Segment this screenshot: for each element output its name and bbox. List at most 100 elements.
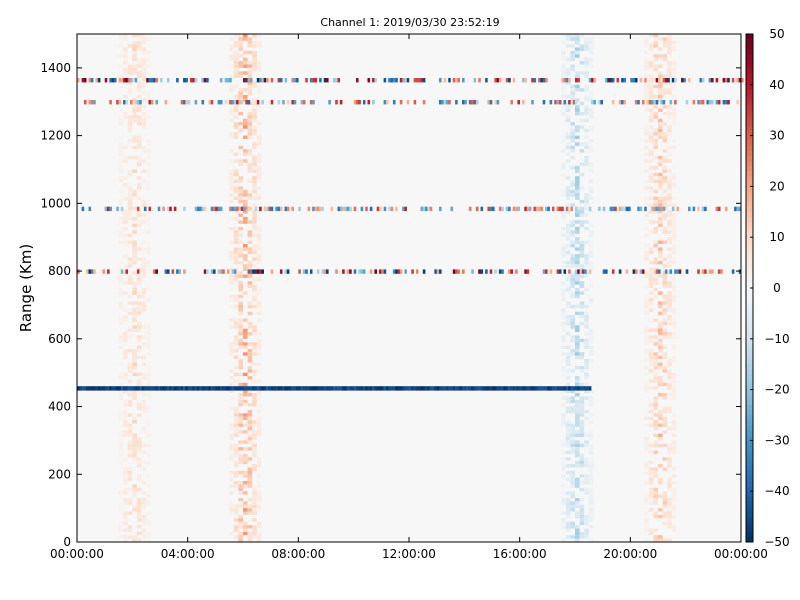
- heatmap-cell: [531, 386, 534, 391]
- heatmap-cell: [667, 159, 672, 163]
- heatmap-cell: [558, 386, 562, 391]
- heatmap-cell: [575, 50, 580, 55]
- heatmap-cell: [194, 100, 198, 105]
- heatmap-cell: [671, 420, 677, 424]
- heatmap-cell: [229, 179, 234, 183]
- heatmap-cell: [664, 78, 668, 83]
- heatmap-cell: [528, 206, 532, 212]
- heatmap-cell: [644, 67, 649, 72]
- heatmap-cell: [644, 40, 649, 45]
- heatmap-cell: [81, 206, 85, 212]
- heatmap-cell: [575, 281, 580, 285]
- heatmap-cell: [238, 179, 243, 183]
- heatmap-cell: [256, 172, 262, 177]
- heatmap-cell: [644, 186, 649, 190]
- heatmap-cell: [579, 443, 585, 448]
- heatmap-cell: [667, 301, 672, 305]
- heatmap-cell: [517, 386, 520, 391]
- heatmap-cell: [662, 321, 668, 326]
- heatmap-cell: [565, 362, 571, 366]
- heatmap-cell: [118, 78, 122, 83]
- heatmap-cell: [667, 284, 672, 288]
- heatmap-cell: [141, 67, 147, 72]
- heatmap-cell: [653, 227, 658, 231]
- heatmap-cell: [667, 34, 672, 38]
- heatmap-cell: [614, 206, 617, 212]
- heatmap-cell: [565, 44, 571, 48]
- heatmap-cell: [482, 386, 486, 391]
- heatmap-cell: [238, 162, 243, 167]
- heatmap-cell: [575, 84, 580, 89]
- heatmap-cell: [183, 100, 186, 105]
- colorbar-segment: [746, 125, 753, 131]
- heatmap-cell: [561, 216, 566, 221]
- heatmap-cell: [127, 281, 133, 285]
- heatmap-cell: [644, 386, 649, 390]
- heatmap-cell: [715, 100, 719, 105]
- heatmap-cell: [510, 100, 513, 105]
- heatmap-cell: [575, 264, 580, 268]
- heatmap-cell: [146, 491, 151, 495]
- heatmap-cell: [667, 426, 672, 431]
- heatmap-cell: [141, 179, 147, 183]
- heatmap-cell: [79, 386, 82, 391]
- heatmap-cell: [229, 294, 234, 299]
- heatmap-cell: [561, 420, 566, 424]
- heatmap-cell: [256, 426, 262, 431]
- heatmap-cell: [588, 525, 594, 529]
- heatmap-cell: [132, 111, 137, 116]
- heatmap-cell: [136, 338, 142, 343]
- heatmap-cell: [93, 386, 96, 391]
- heatmap-cell: [579, 247, 585, 251]
- heatmap-cell: [123, 78, 126, 83]
- heatmap-cell: [123, 498, 128, 502]
- heatmap-cell: [671, 386, 677, 390]
- heatmap-cell: [146, 288, 151, 292]
- heatmap-cell: [233, 50, 239, 55]
- heatmap-cell: [238, 423, 243, 427]
- heatmap-cell: [584, 443, 589, 448]
- heatmap-cell: [588, 260, 594, 265]
- heatmap-cell: [238, 382, 243, 387]
- heatmap-cell: [136, 304, 142, 309]
- colorbar-segment: [746, 227, 753, 233]
- heatmap-cell: [720, 269, 723, 274]
- heatmap-cell: [349, 386, 352, 391]
- heatmap-cell: [658, 514, 663, 519]
- heatmap-cell: [127, 501, 133, 505]
- heatmap-cell: [298, 269, 301, 274]
- heatmap-cell: [141, 335, 147, 339]
- heatmap-cell: [565, 284, 571, 288]
- heatmap-cell: [708, 78, 712, 83]
- heatmap-cell: [648, 220, 654, 224]
- heatmap-cell: [123, 318, 128, 322]
- heatmap-cell: [662, 308, 668, 312]
- heatmap-cell: [648, 531, 654, 536]
- heatmap-cell: [565, 440, 571, 444]
- heatmap-cell: [570, 450, 575, 454]
- heatmap-cell: [123, 196, 128, 200]
- heatmap-cell: [247, 413, 253, 417]
- heatmap-cell: [252, 61, 257, 65]
- heatmap-cell: [575, 420, 580, 424]
- heatmap-cell: [699, 100, 703, 105]
- heatmap-cell: [565, 491, 571, 495]
- heatmap-cell: [572, 100, 576, 105]
- heatmap-cell: [570, 464, 575, 468]
- heatmap-cell: [136, 372, 142, 377]
- heatmap-cell: [588, 57, 594, 62]
- heatmap-cell: [208, 100, 211, 105]
- heatmap-cell: [136, 504, 142, 509]
- colorbar-segment: [746, 308, 753, 314]
- heatmap-cell: [141, 498, 147, 502]
- heatmap-cell: [662, 420, 668, 424]
- heatmap-cell: [238, 359, 243, 363]
- heatmap-cell: [118, 230, 124, 234]
- heatmap-cell: [540, 386, 543, 391]
- heatmap-cell: [132, 64, 137, 68]
- heatmap-cell: [658, 433, 663, 437]
- heatmap-cell: [217, 206, 221, 212]
- heatmap-cell: [256, 196, 262, 200]
- heatmap-cell: [432, 386, 435, 391]
